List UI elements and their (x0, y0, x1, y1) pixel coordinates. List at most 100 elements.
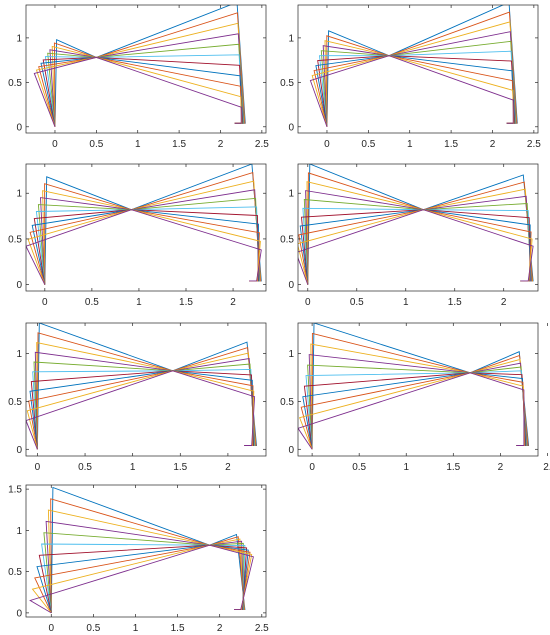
series-line (303, 199, 532, 285)
x-tick-label: 1.5 (172, 139, 186, 150)
series-line (306, 181, 533, 285)
plot-area (298, 164, 534, 285)
series-line (298, 372, 525, 450)
series-line (26, 370, 255, 450)
x-tick-label: 0.5 (85, 297, 99, 308)
x-tick-label: 0 (35, 462, 41, 473)
y-tick-label: 1 (288, 189, 294, 200)
x-tick-label: 1 (136, 297, 142, 308)
y-tick-label: 0 (16, 280, 22, 291)
x-tick-label: 0.5 (86, 623, 100, 634)
y-tick-label: 0 (288, 280, 294, 291)
series-line (50, 486, 246, 613)
axis-frame (297, 4, 539, 134)
series-line (31, 209, 259, 285)
series-line (322, 31, 517, 127)
subplot-6: 0 0.5 1 1.5 2 2. 0 0.5 1 (280, 322, 550, 473)
x-tick-label: 0.5 (350, 297, 364, 308)
y-tick-label: 1 (16, 33, 22, 44)
x-tick-label: 0.5 (361, 139, 375, 150)
subplot-7: 0 0.5 1 1.5 2 2.5 0 0.5 1 1.5 (8, 485, 269, 634)
axis-frame (25, 322, 267, 457)
x-tick-label: 2. (543, 462, 550, 473)
y-tick-label: 0 (16, 122, 22, 133)
series-line (309, 55, 514, 127)
x-tick-label: 0 (52, 139, 58, 150)
series-line (29, 209, 260, 285)
x-tick-label: 0 (305, 297, 311, 308)
series-line (324, 21, 517, 127)
series-line (41, 543, 246, 613)
x-tick-label: 1 (133, 623, 139, 634)
y-tick-label: 0.5 (8, 234, 22, 245)
x-tick-label: 0.5 (89, 139, 103, 150)
subplot-2: 0 0.5 1 1.5 2 2.5 0 0.5 1 (280, 4, 541, 150)
x-tick-label: 1.5 (179, 297, 193, 308)
series-line (53, 12, 246, 127)
x-tick-label: 1.5 (448, 297, 462, 308)
y-tick-label: 1 (16, 189, 22, 200)
y-tick-label: 0.5 (8, 78, 22, 89)
axis-frame (297, 322, 539, 457)
series-line (299, 209, 531, 285)
x-tick-label: 1.5 (171, 623, 185, 634)
y-tick-label: 1 (288, 349, 294, 360)
y-tick-label: 1 (16, 349, 22, 360)
series-line (313, 55, 515, 127)
x-tick-label: 0 (324, 139, 330, 150)
x-tick-label: 1.5 (173, 462, 187, 473)
axis-frame (25, 163, 267, 292)
y-tick-label: 1 (16, 526, 22, 537)
plot-area (298, 323, 530, 450)
series-line (311, 55, 515, 127)
x-tick-label: 2 (230, 297, 236, 308)
y-tick-label: 0 (288, 122, 294, 133)
x-tick-label: 1 (407, 139, 413, 150)
series-line (33, 209, 259, 285)
x-tick-label: 1 (403, 297, 409, 308)
y-tick-label: 0 (288, 445, 294, 456)
series-line (42, 56, 244, 127)
x-tick-label: 0 (309, 462, 315, 473)
series-line (29, 544, 254, 614)
series-line (298, 209, 534, 285)
series-line (319, 50, 516, 127)
series-line (311, 332, 529, 450)
x-tick-label: 0.5 (78, 462, 92, 473)
series-line (44, 164, 262, 285)
y-tick-label: 1.5 (8, 485, 22, 496)
series-line (50, 498, 245, 613)
x-tick-label: 1 (135, 139, 141, 150)
x-tick-label: 2 (498, 462, 504, 473)
y-tick-label: 0.5 (280, 78, 294, 89)
series-line (38, 544, 248, 613)
series-line (26, 370, 256, 450)
series-line (40, 56, 243, 127)
subplot-1: 0 0.5 1 1.5 2 2.5 0 0.5 1 (8, 4, 269, 150)
series-line (36, 544, 249, 614)
series-line (49, 33, 245, 127)
x-tick-label: 2 (217, 623, 223, 634)
series-line (34, 544, 251, 614)
plot-area (26, 164, 262, 285)
plot-area (26, 323, 257, 450)
series-line (36, 341, 256, 450)
x-tick-label: 1 (130, 462, 136, 473)
y-tick-label: 0.5 (8, 567, 22, 578)
x-tick-label: 2 (225, 462, 231, 473)
axis-frame (25, 4, 267, 134)
plot-area (33, 5, 246, 127)
x-tick-label: 2.5 (255, 623, 269, 634)
x-tick-label: 0 (48, 623, 54, 634)
series-line (44, 54, 244, 127)
series-line (36, 332, 257, 450)
x-tick-label: 1.5 (446, 462, 460, 473)
y-tick-label: 1 (288, 33, 294, 44)
series-line (298, 209, 532, 285)
subplot-4: 0 0.5 1 1.5 2 0 0.5 1 (280, 163, 539, 308)
plot-area (29, 486, 254, 614)
series-line (308, 354, 528, 450)
subplot-3: 0 0.5 1 1.5 2 0 0.5 1 (8, 163, 267, 308)
y-tick-label: 0.5 (280, 397, 294, 408)
